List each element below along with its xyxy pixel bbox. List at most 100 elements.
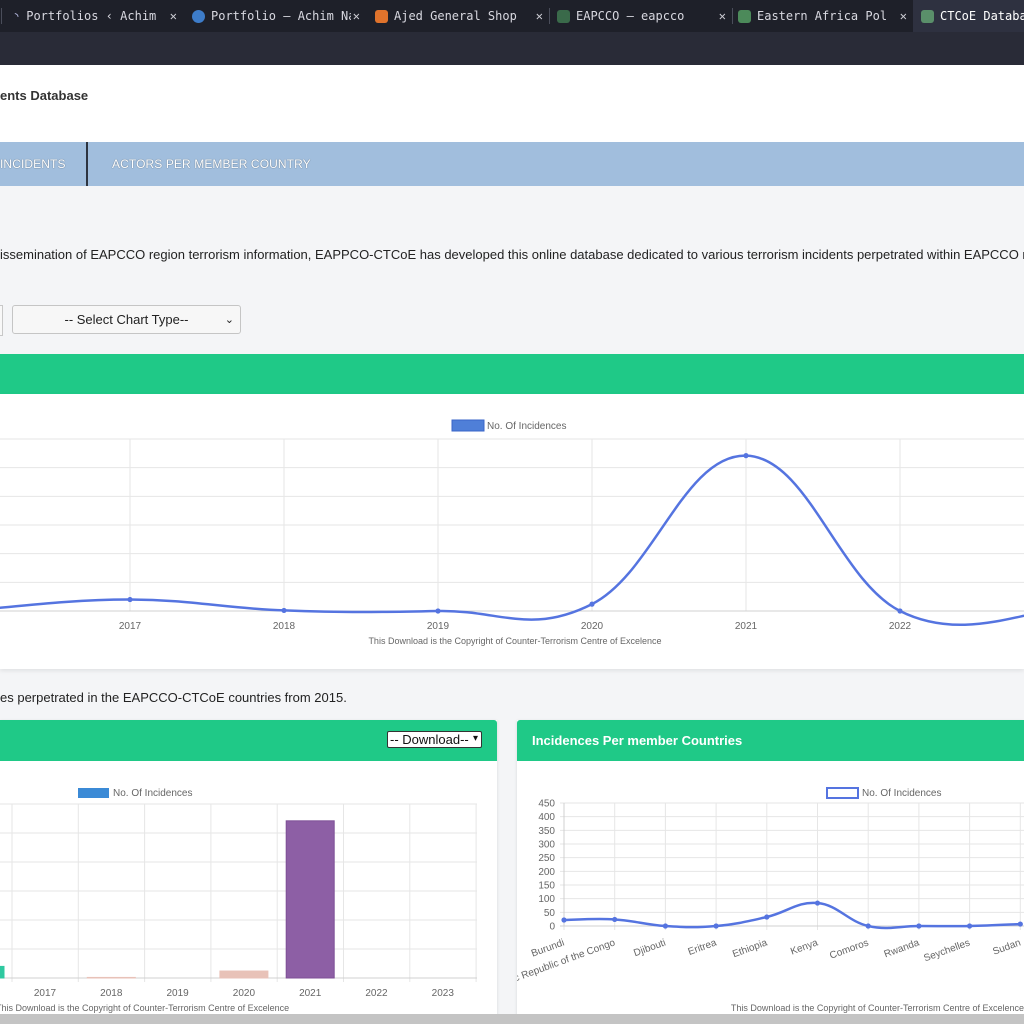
ctcoe-icon <box>921 9 934 23</box>
y-tick-label: 0 <box>549 922 555 933</box>
tab-eapcco[interactable]: EAPCCO – eapcco ✕ <box>549 0 732 32</box>
data-point <box>897 608 903 614</box>
country-chart-card: Incidences Per member Countries No. Of I… <box>517 720 1024 1024</box>
filter-button[interactable] <box>0 305 3 336</box>
tab-eastern-africa-police[interactable]: Eastern Africa Polic ✕ <box>732 0 913 32</box>
x-tick-label: 2020 <box>233 988 256 999</box>
card-title: Incidences Per member Countries <box>532 733 743 748</box>
close-tab-icon[interactable]: ✕ <box>352 9 360 23</box>
x-tick-label: 2019 <box>166 988 189 999</box>
chart-footer: This Download is the Copyright of Counte… <box>0 1003 289 1013</box>
series-line <box>563 901 1021 930</box>
tab-portfolio-wp[interactable]: Portfolio – Achim Na ✕ <box>183 0 366 32</box>
bar-chart-card-header: -- Download-- ▾ <box>0 720 497 761</box>
chart-footer: This Download is the Copyright of Counte… <box>368 636 661 646</box>
y-tick-label: 400 <box>538 812 555 823</box>
chart-type-select-value: -- Select Chart Type-- <box>64 312 189 327</box>
y-tick-label: 100 <box>538 894 555 905</box>
chevron-down-icon: ▾ <box>472 733 478 744</box>
x-tick-label: 2021 <box>735 621 758 632</box>
y-tick-label: 50 <box>544 908 556 919</box>
download-select[interactable]: -- Download-- ▾ <box>387 731 482 748</box>
tab-title: Portfolio – Achim Na <box>211 9 351 23</box>
country-chart-card-header: Incidences Per member Countries <box>517 720 1024 761</box>
loading-spinner-icon: ◝ <box>13 9 21 23</box>
y-tick-label: 150 <box>538 881 555 892</box>
eapcco-icon <box>557 9 570 23</box>
x-tick-label: 2019 <box>427 621 450 632</box>
data-point <box>916 923 922 929</box>
tab-separator <box>1 8 2 24</box>
bar <box>285 820 335 979</box>
bar <box>86 976 136 979</box>
legend-label: No. Of Incidences <box>113 788 192 799</box>
data-point <box>1017 921 1023 927</box>
x-tick-label: 2017 <box>34 988 57 999</box>
bar <box>0 965 5 979</box>
legend-swatch <box>78 788 109 798</box>
browser-toolbar <box>0 32 1024 65</box>
site-title: ents Database <box>0 88 89 103</box>
page-content: ents Database INCIDENTS ACTORS PER MEMBE… <box>0 65 1024 1024</box>
section-description: es perpetrated in the EAPCCO-CTCoE count… <box>0 690 347 705</box>
chart-type-select[interactable]: -- Select Chart Type-- ⌄ <box>12 305 241 334</box>
x-tick-label: 2017 <box>119 621 142 632</box>
x-tick-label: Kenya <box>789 937 820 957</box>
y-tick-label: 200 <box>538 867 555 878</box>
bar <box>219 970 269 979</box>
x-tick-label: Seychelles <box>922 937 971 964</box>
y-tick-label: 250 <box>538 853 555 864</box>
nav-item-actors[interactable]: ACTORS PER MEMBER COUNTRY <box>112 157 311 171</box>
x-tick-label: Democratic Republic of the Congo <box>517 937 617 1000</box>
close-tab-icon[interactable]: ✕ <box>535 9 543 23</box>
wordpress-icon <box>192 9 205 23</box>
data-point <box>281 607 287 614</box>
y-tick-label: 450 <box>538 799 555 810</box>
data-point <box>589 601 595 607</box>
x-tick-label: 2022 <box>365 988 388 999</box>
data-point <box>865 923 871 929</box>
close-tab-icon[interactable]: ✕ <box>169 9 177 23</box>
data-point <box>561 917 567 923</box>
nav-item-incidents[interactable]: INCIDENTS <box>0 157 66 171</box>
y-tick-label: 350 <box>538 826 555 837</box>
data-point <box>764 914 770 920</box>
shop-icon <box>375 9 388 23</box>
site-header: ents Database <box>0 65 1024 142</box>
x-tick-label: 2021 <box>299 988 322 999</box>
eapcco-site-icon <box>738 9 751 23</box>
x-tick-label: 2018 <box>100 988 123 999</box>
main-chart-header <box>0 354 1024 394</box>
y-tick-label: 300 <box>538 840 555 851</box>
data-point <box>435 608 441 614</box>
bar-chart-card: -- Download-- ▾ No. Of Incidences 2017 201… <box>0 720 497 1024</box>
download-select-value: -- Download-- <box>390 732 469 747</box>
data-point <box>612 916 618 923</box>
data-point <box>967 923 973 929</box>
incidents-per-year-line-chart: No. Of Incidences 2017 2018 2019 2020 2021 202… <box>0 419 1024 646</box>
close-tab-icon[interactable]: ✕ <box>718 9 726 23</box>
close-tab-icon[interactable]: ✕ <box>899 9 907 23</box>
x-tick-label: Ethiopia <box>731 937 769 960</box>
main-nav: INCIDENTS ACTORS PER MEMBER COUNTRY <box>0 142 1024 186</box>
intro-text: issemination of EAPCCO region terrorism … <box>0 247 1024 262</box>
legend-swatch <box>451 419 485 432</box>
data-point <box>662 923 668 929</box>
legend-swatch <box>826 787 859 799</box>
x-tick-label: Sudan <box>991 937 1022 957</box>
x-tick-label: Rwanda <box>883 937 922 960</box>
data-point <box>713 923 719 929</box>
chevron-down-icon: ⌄ <box>224 314 234 326</box>
tab-title: CTCoE Database <box>940 9 1024 23</box>
tab-title: Portfolios ‹ Achim N <box>26 9 157 23</box>
tab-ajed-shop[interactable]: Ajed General Shop ✕ <box>366 0 549 32</box>
tab-separator <box>549 8 550 24</box>
incidents-per-year-bar-chart: No. Of Incidences 2017 2018 2019 2020 2021 202… <box>0 788 477 1013</box>
x-tick-label: 2018 <box>273 621 296 632</box>
legend-label: No. Of Incidences <box>487 421 566 432</box>
x-tick-label: 2022 <box>889 621 912 632</box>
tab-portfolios[interactable]: ◝ Portfolios ‹ Achim N ✕ <box>0 0 183 32</box>
tab-ctcoe-database[interactable]: CTCoE Database <box>913 0 1024 32</box>
data-point <box>127 596 133 603</box>
horizontal-scrollbar[interactable] <box>0 1014 1024 1024</box>
